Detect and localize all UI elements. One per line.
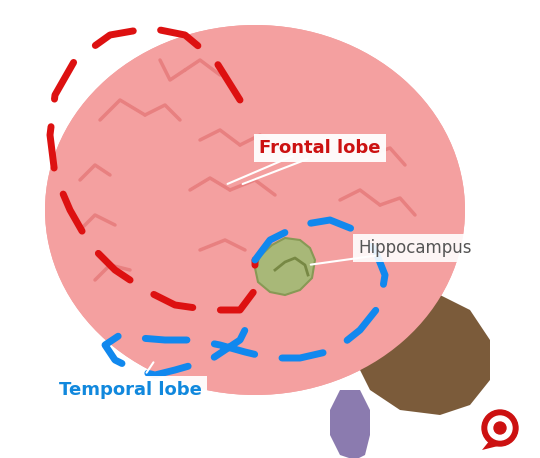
Polygon shape (355, 290, 490, 415)
Ellipse shape (45, 25, 465, 395)
Circle shape (488, 416, 512, 440)
Circle shape (482, 410, 518, 446)
Text: Frontal lobe: Frontal lobe (259, 139, 381, 157)
Circle shape (494, 422, 506, 434)
Polygon shape (255, 238, 315, 295)
Text: Temporal lobe: Temporal lobe (58, 381, 201, 399)
Text: Hippocampus: Hippocampus (358, 239, 472, 257)
Polygon shape (330, 390, 370, 458)
Polygon shape (482, 440, 498, 450)
Ellipse shape (45, 25, 465, 395)
